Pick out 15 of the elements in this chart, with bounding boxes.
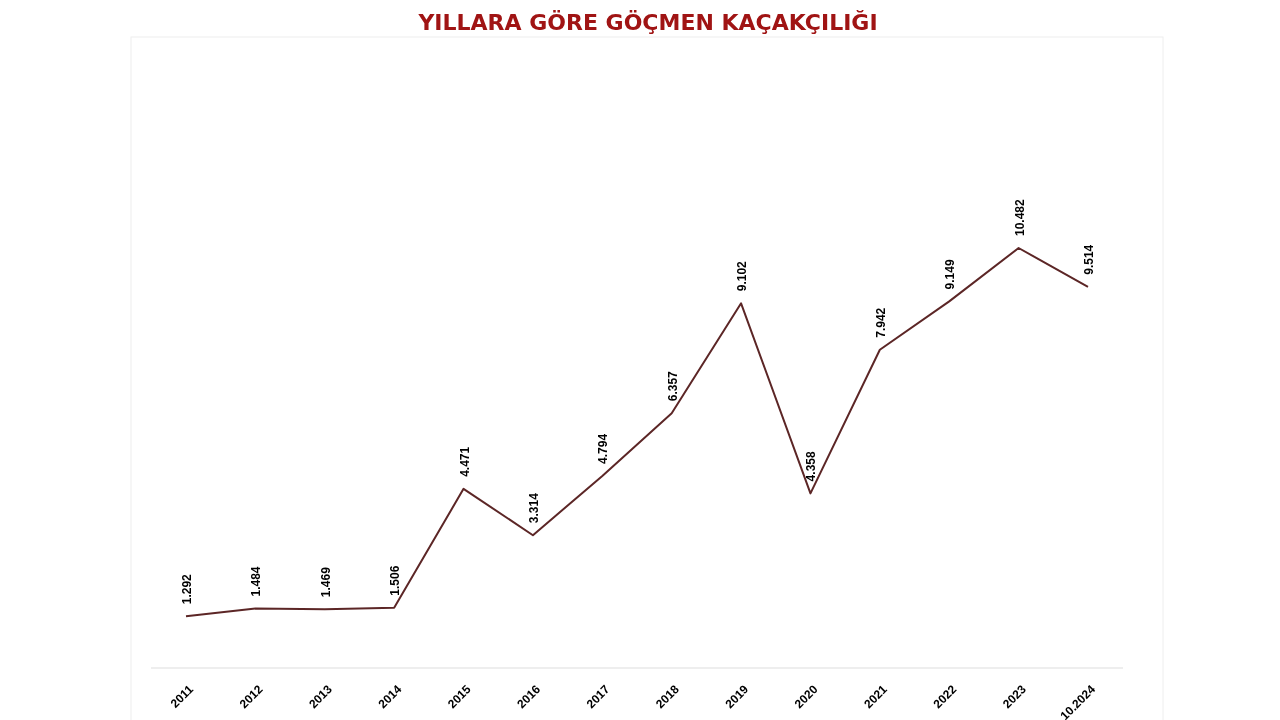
data-label: 1.469 [318,566,333,598]
data-label: 10.482 [1012,198,1027,236]
data-label: 9.149 [943,259,958,290]
data-label: 7.942 [873,307,888,338]
data-label: 1.506 [388,565,403,596]
data-label: 4.794 [596,433,611,464]
data-label: 1.484 [249,566,264,597]
data-label: 9.102 [735,260,750,292]
chart-title: YILLARA GÖRE GÖÇMEN KAÇAKÇILIĞI [417,10,878,35]
data-label: 9.514 [1082,244,1096,275]
data-label: 4.358 [804,451,819,482]
data-label: 4.471 [457,446,472,477]
data-label: 6.357 [665,370,680,402]
data-label: 3.314 [526,492,541,524]
data-label: 1.292 [180,573,194,605]
